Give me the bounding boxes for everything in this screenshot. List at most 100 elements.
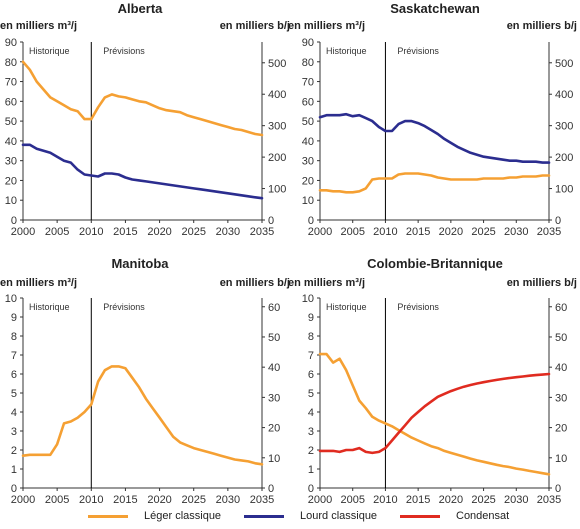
series-line-heavy	[21, 143, 264, 200]
x-tick-label: 2025	[181, 226, 205, 238]
chart-title: Saskatchewan	[390, 1, 480, 16]
y-tick-label: 3	[308, 426, 314, 438]
region-label-forecast: Prévisions	[103, 302, 145, 312]
x-tick-label: 2010	[79, 226, 103, 238]
y2-tick-label: 0	[268, 483, 274, 495]
x-tick-label: 2035	[537, 494, 561, 506]
y2-tick-label: 200	[268, 152, 286, 164]
chart-title: Colombie-Britannique	[367, 256, 503, 271]
y2-tick-label: 0	[268, 215, 274, 227]
x-tick-label: 2020	[439, 226, 463, 238]
y-tick-label: 0	[308, 215, 314, 227]
series-line-light	[21, 60, 264, 137]
y2-tick-label: 200	[555, 152, 573, 164]
y2-tick-label: 400	[268, 89, 286, 101]
x-tick-label: 2010	[79, 494, 103, 506]
series-line-light	[21, 365, 264, 466]
y2-tick-label: 20	[268, 423, 280, 435]
y-tick-label: 5	[308, 388, 314, 400]
x-tick-label: 2020	[147, 494, 171, 506]
y-tick-label: 60	[302, 96, 314, 108]
x-tick-label: 2030	[216, 226, 240, 238]
chart-panel-1: Alberta en milliers m³/j en milliers b/j 0 1…	[0, 1, 290, 238]
y2-tick-label: 0	[555, 215, 561, 227]
x-tick-label: 2025	[181, 494, 205, 506]
region-label-historical: Historique	[326, 46, 367, 56]
y-axis-unit-right: en milliers b/j	[507, 277, 577, 289]
region-label-forecast: Prévisions	[397, 46, 439, 56]
x-tick-label: 2015	[113, 226, 137, 238]
y-tick-label: 90	[302, 37, 314, 49]
y-tick-label: 8	[308, 331, 314, 343]
y-tick-label: 10	[5, 293, 17, 305]
y-tick-label: 10	[302, 293, 314, 305]
y-tick-label: 10	[302, 195, 314, 207]
x-tick-label: 2005	[340, 226, 364, 238]
y-tick-label: 20	[5, 175, 17, 187]
x-tick-label: 2010	[373, 494, 397, 506]
legend-item-light: Léger classique	[88, 510, 221, 522]
y2-tick-label: 30	[555, 392, 567, 404]
y-tick-label: 6	[11, 369, 17, 381]
y2-tick-label: 500	[555, 58, 573, 70]
x-tick-label: 2035	[250, 494, 274, 506]
x-tick-label: 2030	[504, 494, 528, 506]
x-tick-label: 2020	[147, 226, 171, 238]
y-axis-unit-right: en milliers b/j	[220, 277, 290, 289]
x-tick-label: 2005	[340, 494, 364, 506]
y-tick-label: 9	[11, 312, 17, 324]
y2-tick-label: 40	[555, 362, 567, 374]
chart-panel-3: Manitoba en milliers m³/j en milliers b/j 0…	[0, 256, 290, 506]
y-tick-label: 8	[11, 331, 17, 343]
y-tick-label: 60	[5, 96, 17, 108]
x-tick-label: 2015	[406, 226, 430, 238]
y-tick-label: 4	[308, 407, 314, 419]
y-tick-label: 30	[302, 156, 314, 168]
y2-tick-label: 10	[268, 453, 280, 465]
y-tick-label: 0	[11, 483, 17, 495]
y-tick-label: 7	[308, 350, 314, 362]
region-label-historical: Historique	[29, 302, 70, 312]
x-tick-label: 2000	[11, 226, 35, 238]
y-tick-label: 6	[308, 369, 314, 381]
legend-swatch-light	[88, 514, 128, 518]
y-tick-label: 7	[11, 350, 17, 362]
y-tick-label: 50	[302, 116, 314, 128]
legend-swatch-condensate	[400, 514, 440, 518]
legend-label-light: Léger classique	[144, 510, 222, 522]
y2-tick-label: 100	[555, 184, 573, 196]
x-tick-label: 2000	[11, 494, 35, 506]
y2-tick-label: 10	[555, 453, 567, 465]
y2-tick-label: 300	[268, 121, 286, 133]
y2-tick-label: 500	[268, 58, 286, 70]
chart-title: Alberta	[118, 1, 164, 16]
y-tick-label: 70	[5, 77, 17, 89]
y-tick-label: 1	[308, 464, 314, 476]
chart-panel-2: Saskatchewan en milliers m³/j en milliers …	[288, 1, 577, 238]
y-tick-label: 80	[5, 57, 17, 69]
y2-tick-label: 100	[268, 184, 286, 196]
y-tick-label: 50	[5, 116, 17, 128]
y-tick-label: 2	[308, 445, 314, 457]
y2-tick-label: 400	[555, 89, 573, 101]
y-axis-unit-left: en milliers m³/j	[288, 277, 365, 289]
y-tick-label: 5	[11, 388, 17, 400]
legend-item-condensate: Condensat	[400, 510, 509, 522]
x-tick-label: 2020	[439, 494, 463, 506]
region-label-historical: Historique	[29, 46, 70, 56]
y-tick-label: 10	[5, 195, 17, 207]
y-axis-unit-left: en milliers m³/j	[288, 20, 365, 32]
x-tick-label: 2000	[308, 494, 332, 506]
y-tick-label: 20	[302, 175, 314, 187]
region-label-historical: Historique	[326, 302, 367, 312]
y-tick-label: 70	[302, 77, 314, 89]
x-tick-label: 2015	[406, 494, 430, 506]
x-tick-label: 2005	[45, 494, 69, 506]
y2-tick-label: 60	[268, 302, 280, 314]
x-tick-label: 2000	[308, 226, 332, 238]
legend: Léger classique Lourd classique Condensa…	[0, 508, 580, 528]
y-axis-unit-left: en milliers m³/j	[0, 20, 77, 32]
y2-tick-label: 60	[555, 302, 567, 314]
x-tick-label: 2015	[113, 494, 137, 506]
